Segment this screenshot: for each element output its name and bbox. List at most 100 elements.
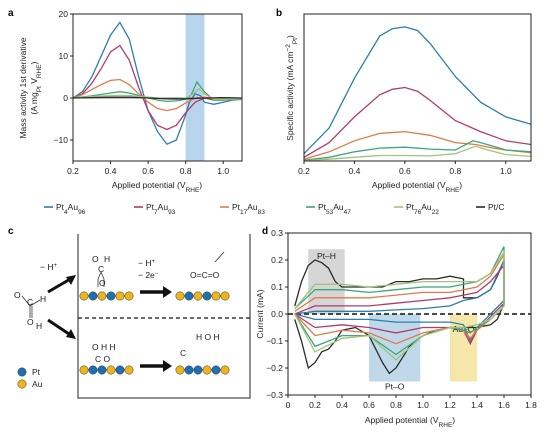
atom-o-1: O bbox=[14, 290, 21, 300]
legend-label-Pt53Au47: Pt53Au47 bbox=[318, 202, 351, 216]
highlight-Pt–O bbox=[369, 314, 421, 382]
legend-label-Pt7Au93: Pt7Au93 bbox=[146, 202, 176, 216]
au-atom bbox=[211, 291, 221, 301]
panel-label-b: b bbox=[276, 8, 282, 19]
pt-atom bbox=[193, 365, 203, 375]
pt-atom bbox=[184, 365, 194, 375]
y-tick-label: −10 bbox=[54, 135, 69, 145]
panel-b-xlabel: Applied potential (VRHE) bbox=[372, 180, 462, 194]
atom-h-2: H bbox=[36, 321, 42, 331]
x-tick-label: 1.8 bbox=[525, 400, 537, 410]
x-tick-label: 1.0 bbox=[217, 166, 229, 176]
series-line-Pt17Au83 bbox=[303, 130, 532, 160]
x-tick-label: 0.6 bbox=[363, 400, 375, 410]
formic-acid-molecule bbox=[21, 295, 41, 318]
panel-d-ylabel: Current (mA) bbox=[255, 289, 265, 338]
au-atom bbox=[79, 291, 89, 301]
panel-a-xlabel: Applied potential (VRHE) bbox=[112, 180, 202, 194]
x-tick-label: 0.4 bbox=[349, 166, 361, 176]
formate-h: H bbox=[104, 254, 110, 264]
x-tick-label: 0.8 bbox=[180, 166, 192, 176]
series-line-Pt53Au47 bbox=[303, 140, 532, 161]
legend-au-label: Au bbox=[32, 379, 43, 389]
y-tick-label: 0.3 bbox=[271, 228, 283, 238]
x-tick-label: 1.4 bbox=[471, 400, 483, 410]
pt-atom bbox=[202, 291, 212, 301]
pt-atom bbox=[88, 365, 98, 375]
pt-atom bbox=[184, 291, 194, 301]
x-tick-label: 0.8 bbox=[390, 400, 402, 410]
formate-o: O bbox=[92, 254, 99, 264]
surface-top-product bbox=[175, 291, 230, 301]
arrow-up-head bbox=[66, 275, 76, 285]
water-label: H O H bbox=[196, 332, 220, 342]
y-tick-label: −0.3 bbox=[266, 390, 283, 400]
step2a-label: − H+ bbox=[138, 258, 155, 268]
y-tick-label: 0.1 bbox=[271, 282, 283, 292]
au-atom bbox=[124, 291, 134, 301]
arrow-right-bottom-head bbox=[163, 360, 172, 372]
y-tick-label: 0.2 bbox=[271, 255, 283, 265]
panel-a-ylabel-unit: (A mgPt VRHE) bbox=[29, 61, 43, 114]
formate-o2: O bbox=[99, 278, 106, 288]
legend-label-PtC: Pt/C bbox=[488, 202, 505, 212]
highlight-label: Pt–H bbox=[317, 251, 336, 261]
co2-molecule: O=C=O bbox=[190, 270, 220, 280]
legend-label-Pt76Au22: Pt76Au22 bbox=[406, 202, 439, 216]
au-atom bbox=[115, 291, 125, 301]
au-atom bbox=[202, 365, 212, 375]
au-atom-swatch bbox=[17, 379, 27, 389]
panel-a-chart: 0.2 0.4 0.6 0.8 1.0 −10 0 10 20 Applied potentia… bbox=[18, 9, 243, 194]
formate-c: C bbox=[98, 264, 104, 274]
pt-atom bbox=[115, 365, 125, 375]
y-tick-label: −0.2 bbox=[266, 363, 283, 373]
au-atom bbox=[175, 291, 185, 301]
x-tick-label: 0.2 bbox=[67, 166, 79, 176]
x-tick-label: 1.0 bbox=[500, 166, 512, 176]
panel-b-ylabel: Specific activity (mA cm−2Pt) bbox=[285, 35, 299, 141]
panel-a-frame bbox=[72, 13, 243, 162]
co-adsorbed: C bbox=[180, 348, 186, 358]
x-tick-label: 0 bbox=[286, 400, 291, 410]
step1-label: − H+ bbox=[40, 262, 57, 272]
pt-atom bbox=[88, 291, 98, 301]
panel-d-chart: Pt–H Pt–O Au–O 0 0.2 0.4 0.6 0.8 1.0 1.2 1.4 1.6 1.… bbox=[255, 228, 537, 429]
cooh-c: C O bbox=[95, 354, 111, 364]
y-tick-label: −0.1 bbox=[266, 336, 283, 346]
y-tick-label: 0 bbox=[63, 93, 68, 103]
y-tick-label: 0.0 bbox=[271, 309, 283, 319]
x-tick-label: 0.8 bbox=[449, 166, 461, 176]
x-tick-label: 0.6 bbox=[142, 166, 154, 176]
au-atom bbox=[97, 291, 107, 301]
arrow-up bbox=[47, 276, 73, 294]
adsorbed-formate bbox=[97, 271, 105, 287]
au-atom bbox=[193, 291, 203, 301]
legend-label-Pt4Au96: Pt4Au96 bbox=[56, 202, 86, 216]
surface-bottom-product bbox=[175, 365, 230, 375]
arrow-down bbox=[47, 318, 73, 338]
legend-pt-label: Pt bbox=[32, 367, 41, 377]
x-tick-label: 0.6 bbox=[399, 166, 411, 176]
panel-b-frame bbox=[303, 13, 532, 162]
x-tick-label: 0.2 bbox=[298, 166, 310, 176]
surface-top bbox=[79, 291, 134, 301]
series-line-Pt4Au96 bbox=[72, 21, 243, 146]
pt-atom-swatch bbox=[17, 367, 27, 377]
panel-a-ylabel: Mass activity 1st derivative bbox=[18, 37, 28, 138]
cooh-label: O H H bbox=[92, 342, 116, 352]
arrow-right-top-head bbox=[163, 286, 172, 298]
x-tick-label: 0.2 bbox=[309, 400, 321, 410]
arrow-down-head bbox=[66, 329, 76, 339]
series-line-Pt4Au96 bbox=[303, 26, 532, 155]
series-line-Pt53Au47 bbox=[72, 80, 243, 103]
panel-label-c: c bbox=[8, 226, 14, 237]
surface-bottom bbox=[79, 365, 134, 375]
x-tick-label: 0.4 bbox=[336, 400, 348, 410]
au-atom bbox=[124, 365, 134, 375]
pt-atom bbox=[106, 291, 116, 301]
au-atom bbox=[79, 365, 89, 375]
au-atom bbox=[220, 291, 230, 301]
co2-release-arrow bbox=[214, 251, 225, 263]
y-tick-label: 20 bbox=[59, 9, 69, 19]
